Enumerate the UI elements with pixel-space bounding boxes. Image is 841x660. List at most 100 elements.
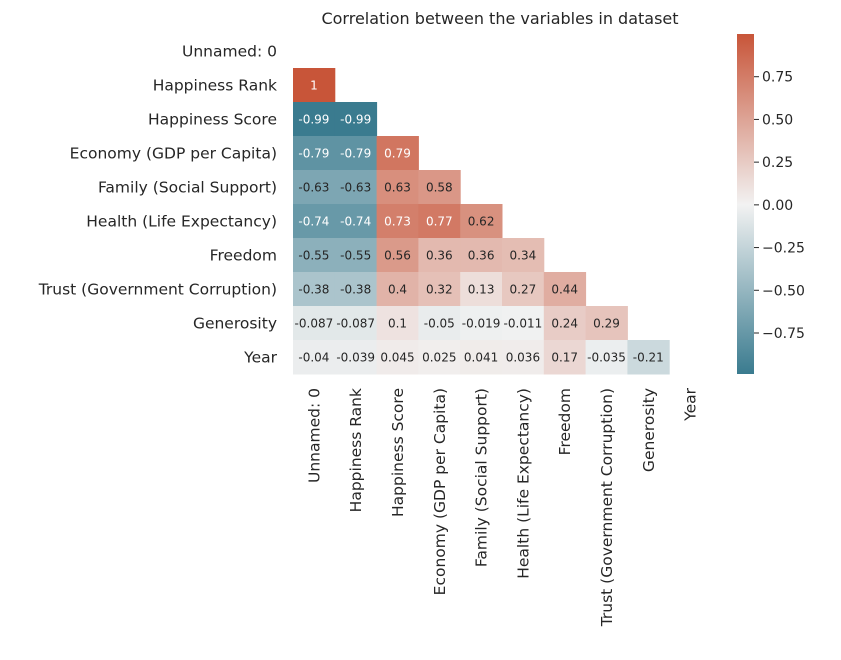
cell-value-label: 0.56 — [384, 249, 411, 263]
x-tick-label-health-life-expectancy: Health (Life Expectancy) — [514, 388, 532, 579]
cell-value-label: 0.29 — [593, 317, 620, 331]
cell-value-label: 0.62 — [468, 215, 495, 229]
heatmap-cell — [585, 306, 628, 341]
heatmap-cell — [293, 68, 336, 103]
cell-value-label: 0.36 — [426, 249, 453, 263]
heatmap-cell — [418, 272, 461, 307]
cell-value-label: 0.24 — [551, 317, 578, 331]
heatmap-cell — [460, 272, 503, 307]
cell-value-label: -0.087 — [295, 317, 334, 331]
cell-value-label: -0.55 — [298, 249, 329, 263]
cell-value-label: -0.21 — [633, 351, 664, 365]
x-tick-label-trust-government-corruption: Trust (Government Corruption) — [598, 388, 616, 627]
heatmap-cell — [334, 238, 378, 273]
heatmap-cell — [376, 340, 419, 375]
heatmap-cell — [376, 170, 419, 205]
cell-value-label: 0.58 — [426, 181, 453, 195]
x-axis-tick-labels: Unnamed: 0 Happiness Rank Happiness Score E… — [305, 387, 699, 627]
heatmap-cell — [502, 340, 545, 375]
colorbar-tick-label: −0.25 — [762, 241, 805, 257]
heatmap-cell — [418, 306, 461, 341]
heatmap-cell — [376, 272, 419, 307]
colorbar-gradient — [737, 34, 754, 374]
y-tick-label-happiness-rank: Happiness Rank — [153, 77, 277, 95]
chart-title: Correlation between the variables in dat… — [321, 9, 678, 28]
y-axis-tick-labels: Unnamed: 0 Happiness Rank Happiness Score E… — [38, 43, 278, 367]
cell-value-label: 0.27 — [510, 283, 537, 297]
cell-value-label: -0.63 — [298, 181, 329, 195]
heatmap-cell — [418, 238, 461, 273]
heatmap-cell — [293, 204, 336, 239]
x-tick-label-freedom: Freedom — [556, 388, 574, 455]
heatmap-cell — [460, 204, 503, 239]
cell-value-label: 0.34 — [510, 249, 537, 263]
heatmap-cell — [293, 170, 336, 205]
y-tick-label-generosity: Generosity — [193, 315, 277, 333]
cell-value-label: -0.74 — [298, 215, 329, 229]
x-tick-label-happiness-rank: Happiness Rank — [347, 388, 365, 512]
heatmap-cell — [293, 340, 336, 375]
y-tick-label-unnamed-0: Unnamed: 0 — [182, 43, 277, 61]
heatmap-cell — [334, 136, 378, 171]
cell-value-label: 0.32 — [426, 283, 453, 297]
heatmap-cell — [543, 272, 587, 307]
x-tick-label-family-social-support: Family (Social Support) — [473, 388, 491, 567]
cell-value-label: -0.55 — [340, 249, 371, 263]
heatmap-cell — [293, 238, 336, 273]
heatmap-cell — [334, 170, 378, 205]
x-tick-label-generosity: Generosity — [640, 388, 658, 472]
colorbar-tick-label: 0.25 — [762, 155, 793, 171]
y-tick-label-health-life-expectancy: Health (Life Expectancy) — [86, 213, 277, 231]
cell-value-label: -0.99 — [340, 113, 371, 127]
cell-value-label: -0.74 — [340, 215, 371, 229]
heatmap-cell — [418, 204, 461, 239]
y-tick-label-happiness-score: Happiness Score — [148, 111, 277, 129]
cell-value-label: -0.035 — [587, 351, 626, 365]
cell-value-label: 0.63 — [384, 181, 411, 195]
heatmap-cell — [460, 340, 503, 375]
cell-value-label: -0.99 — [298, 113, 329, 127]
y-tick-label-freedom: Freedom — [210, 247, 277, 265]
cell-value-label: 0.73 — [384, 215, 411, 229]
cell-value-label: 0.44 — [551, 283, 578, 297]
y-tick-label-year: Year — [243, 349, 277, 367]
heatmap-cell — [334, 340, 378, 375]
cell-value-label: -0.04 — [298, 351, 329, 365]
cell-value-label: -0.79 — [340, 147, 371, 161]
cell-value-label: -0.039 — [336, 351, 375, 365]
heatmap-cell — [334, 306, 378, 341]
heatmap-cell — [460, 238, 503, 273]
heatmap-cell — [627, 340, 670, 375]
heatmap-cell — [418, 170, 461, 205]
y-tick-label-family-social-support: Family (Social Support) — [98, 179, 277, 197]
cell-value-label: 0.77 — [426, 215, 453, 229]
cell-value-label: 0.4 — [388, 283, 407, 297]
cell-value-label: -0.63 — [340, 181, 371, 195]
heatmap-cell — [502, 306, 545, 341]
colorbar-tick-label: −0.50 — [762, 283, 805, 299]
heatmap-cell — [334, 272, 378, 307]
heatmap-cell — [460, 306, 503, 341]
cell-value-label: -0.38 — [340, 283, 371, 297]
cell-value-label: 1 — [310, 79, 318, 93]
colorbar-tick-label: 0.50 — [762, 112, 793, 128]
x-tick-label-happiness-score: Happiness Score — [389, 388, 407, 517]
y-tick-label-trust-government-corruption: Trust (Government Corruption) — [38, 281, 277, 299]
heatmap-cell — [502, 272, 545, 307]
heatmap-cell — [334, 102, 378, 137]
cell-value-label: -0.019 — [462, 317, 501, 331]
cell-value-label: 0.17 — [551, 351, 578, 365]
cell-value-label: 0.36 — [468, 249, 495, 263]
heatmap-cell — [293, 102, 336, 137]
cell-value-label: 0.025 — [422, 351, 456, 365]
x-tick-label-economy-gdp-per-capita: Economy (GDP per Capita) — [431, 388, 449, 595]
x-tick-label-unnamed-0: Unnamed: 0 — [305, 388, 323, 483]
heatmap-cell — [293, 306, 336, 341]
y-tick-label-economy-gdp-per-capita: Economy (GDP per Capita) — [70, 145, 277, 163]
colorbar-tick-label: 0.75 — [762, 70, 793, 86]
heatmap-cell — [418, 340, 461, 375]
cell-value-label: 0.041 — [464, 351, 498, 365]
heatmap-cell — [376, 238, 419, 273]
heatmap-cell — [334, 204, 378, 239]
